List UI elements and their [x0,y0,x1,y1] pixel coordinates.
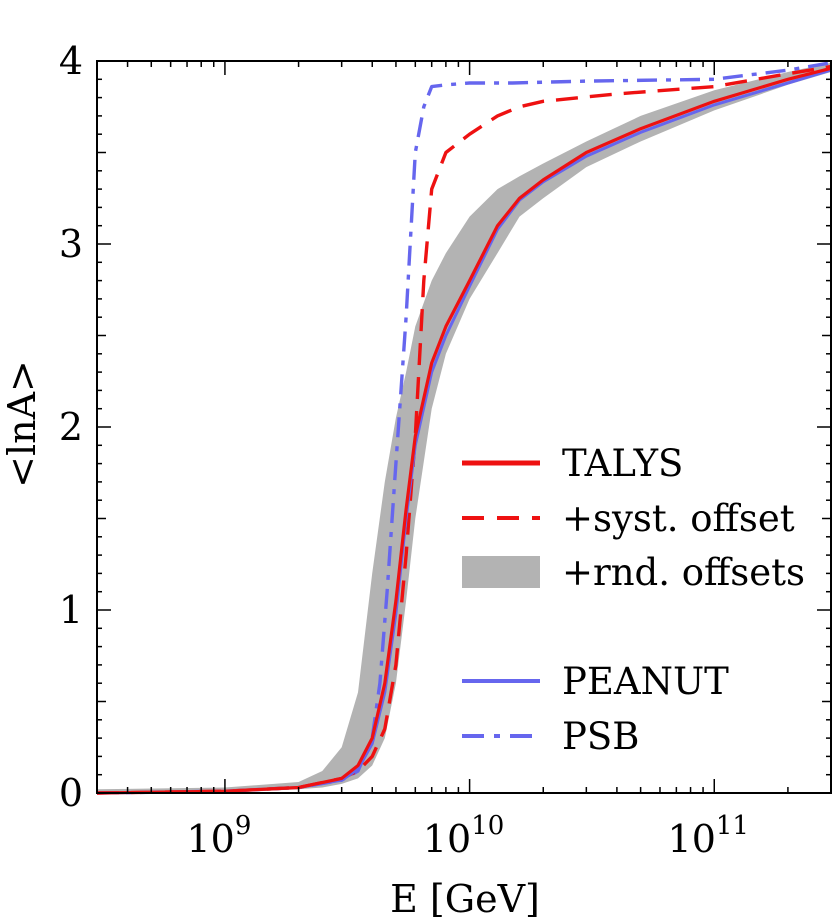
y-tick-label: 2 [59,405,83,449]
y-tick-label: 0 [59,771,83,815]
y-tick-label: 4 [59,39,83,83]
legend-label: TALYS [562,442,683,485]
series-line-solid-thick [96,66,832,795]
x-axis-title: E [GeV] [390,877,540,921]
x-tick-label: 109 [186,811,251,861]
legend: TALYS +syst. offset +rnd. offsets PEANUT PSB [462,442,805,758]
legend-label: +rnd. offsets [562,551,805,594]
legend-label: +syst. offset [562,497,795,540]
legend-label: PEANUT [562,660,729,703]
x-tick-label: 1011 [668,811,749,861]
tick-labels: 0 1 2 3 4 109 1010 1011 [59,39,749,861]
x-tick-label: 1010 [423,811,504,861]
ticks-layer [96,60,832,794]
lines-layer [96,61,832,795]
y-tick-label: 1 [59,588,83,632]
y-axis-title: <lnA> [0,360,44,488]
legend-swatch-band [462,556,540,588]
y-tick-label: 3 [59,222,83,266]
legend-label: PSB [562,715,639,758]
series-line-solid-thin [96,68,832,795]
